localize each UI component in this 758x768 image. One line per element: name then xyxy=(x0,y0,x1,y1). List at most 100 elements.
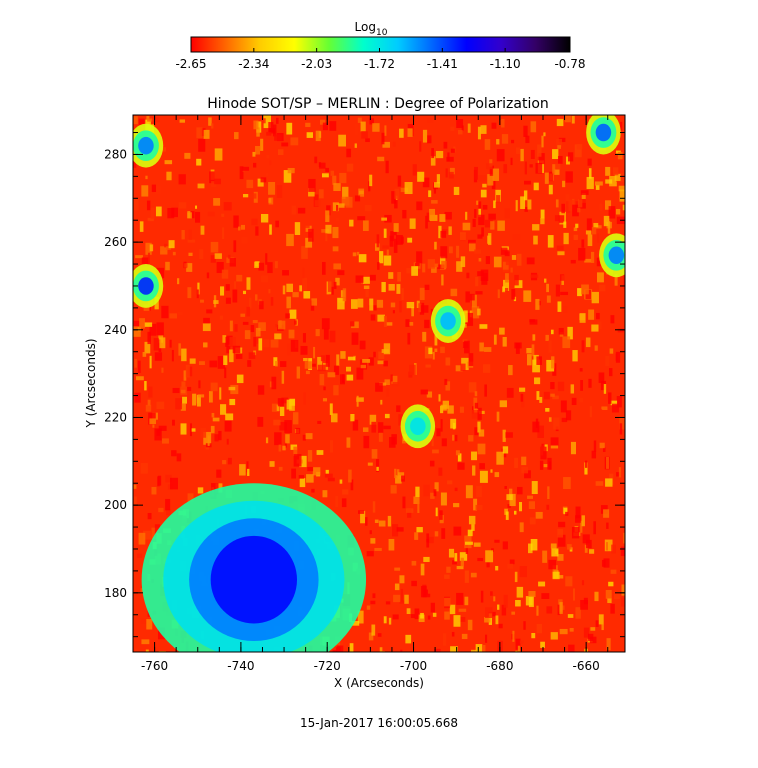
heatmap-cell xyxy=(330,170,335,176)
heatmap-cell xyxy=(436,428,441,437)
heatmap-cell xyxy=(510,481,519,493)
heatmap-cell xyxy=(480,189,487,198)
heatmap-cell xyxy=(577,199,583,208)
heatmap-cell xyxy=(455,365,463,372)
heatmap-cell xyxy=(508,488,513,496)
heatmap-cell xyxy=(390,374,393,382)
feature-magnetic-concentration xyxy=(608,246,625,265)
heatmap-cell xyxy=(346,148,352,158)
heatmap-cell xyxy=(571,526,580,539)
heatmap-cell xyxy=(346,437,351,448)
heatmap-cell xyxy=(135,648,138,652)
heatmap-cell xyxy=(423,556,430,562)
heatmap-cell xyxy=(356,395,359,407)
heatmap-cell xyxy=(199,249,204,260)
heatmap-cell xyxy=(570,259,576,264)
heatmap-cell xyxy=(369,274,376,281)
heatmap-cell xyxy=(208,117,212,126)
heatmap-cell xyxy=(187,239,196,243)
heatmap-cell xyxy=(484,634,488,643)
heatmap-cell xyxy=(306,474,314,483)
heatmap-cell xyxy=(226,438,229,445)
heatmap-cell xyxy=(417,171,425,182)
heatmap-cell xyxy=(302,267,305,279)
heatmap-cell xyxy=(550,444,559,449)
heatmap-cell xyxy=(289,309,297,319)
heatmap-cell xyxy=(530,121,537,133)
heatmap-cell xyxy=(488,213,496,220)
heatmap-cell xyxy=(139,221,144,232)
heatmap-cell xyxy=(417,500,420,514)
heatmap-cell xyxy=(142,351,147,357)
heatmap-cell xyxy=(546,295,551,303)
heatmap-cell xyxy=(337,270,345,276)
heatmap-cell xyxy=(587,234,593,247)
colorbar-tick-label: -1.72 xyxy=(364,57,395,71)
heatmap-cell xyxy=(327,477,335,482)
heatmap-cell xyxy=(580,520,583,533)
heatmap-cell xyxy=(240,224,246,230)
y-axis-label: Y (Arcseconds) xyxy=(84,338,98,428)
heatmap-cell xyxy=(532,359,540,373)
heatmap-cell xyxy=(187,210,191,219)
heatmap-cell xyxy=(445,357,451,366)
heatmap-cell xyxy=(246,277,251,290)
heatmap-cell xyxy=(477,271,484,277)
heatmap-cell xyxy=(372,593,376,599)
heatmap-cell xyxy=(515,200,518,212)
heatmap-cell xyxy=(529,319,535,323)
heatmap-cell xyxy=(301,246,308,259)
heatmap-cell xyxy=(505,432,513,438)
x-axis: -760 -740 -720 -700 -680 -660 xyxy=(132,115,609,673)
heatmap-cell xyxy=(447,480,453,485)
heatmap-cell xyxy=(469,293,475,301)
heatmap-cell xyxy=(161,367,164,373)
heatmap-cell xyxy=(441,274,444,286)
heatmap-cell xyxy=(282,270,289,276)
heatmap-cell xyxy=(521,466,529,474)
heatmap-cell xyxy=(274,134,282,141)
heatmap-cell xyxy=(399,575,405,584)
heatmap-cell xyxy=(360,121,366,132)
heatmap-cell xyxy=(562,336,571,349)
heatmap-cell xyxy=(370,314,376,321)
heatmap-cell xyxy=(472,465,476,476)
heatmap-cell xyxy=(385,160,389,174)
heatmap-cell xyxy=(572,588,576,601)
heatmap-cell xyxy=(407,509,412,518)
heatmap-cell xyxy=(248,352,256,359)
heatmap-cell xyxy=(540,641,545,648)
heatmap-cell xyxy=(383,343,391,355)
heatmap-cell xyxy=(544,278,547,283)
heatmap-cell xyxy=(186,263,193,272)
heatmap-cell xyxy=(478,208,482,218)
heatmap-cell xyxy=(614,274,618,286)
heatmap-cell xyxy=(303,392,307,405)
heatmap-cell xyxy=(371,651,376,652)
heatmap-cell xyxy=(431,267,437,273)
heatmap-cell xyxy=(607,597,612,604)
heatmap-cell xyxy=(472,218,476,228)
heatmap-cell xyxy=(488,233,492,246)
heatmap-cell xyxy=(225,284,230,291)
heatmap-cell xyxy=(523,125,528,137)
heatmap-cell xyxy=(612,167,619,176)
heatmap-cell xyxy=(475,276,479,287)
heatmap-cell xyxy=(283,170,292,183)
heatmap-cell xyxy=(260,213,269,223)
heatmap-cell xyxy=(493,334,497,345)
heatmap-cell xyxy=(420,389,428,395)
heatmap-cell xyxy=(358,254,367,263)
heatmap-cell xyxy=(547,235,554,248)
heatmap-cell xyxy=(269,160,272,166)
heatmap-cell xyxy=(561,417,568,423)
heatmap-cell xyxy=(524,180,531,185)
heatmap-cell xyxy=(519,387,526,392)
heatmap-cell xyxy=(317,420,322,424)
heatmap-cell xyxy=(134,496,137,505)
heatmap-cell xyxy=(517,645,521,652)
heatmap-cell xyxy=(383,616,387,624)
heatmap-cell xyxy=(566,201,571,213)
heatmap-cell xyxy=(390,485,397,494)
heatmap-cell xyxy=(503,594,508,608)
